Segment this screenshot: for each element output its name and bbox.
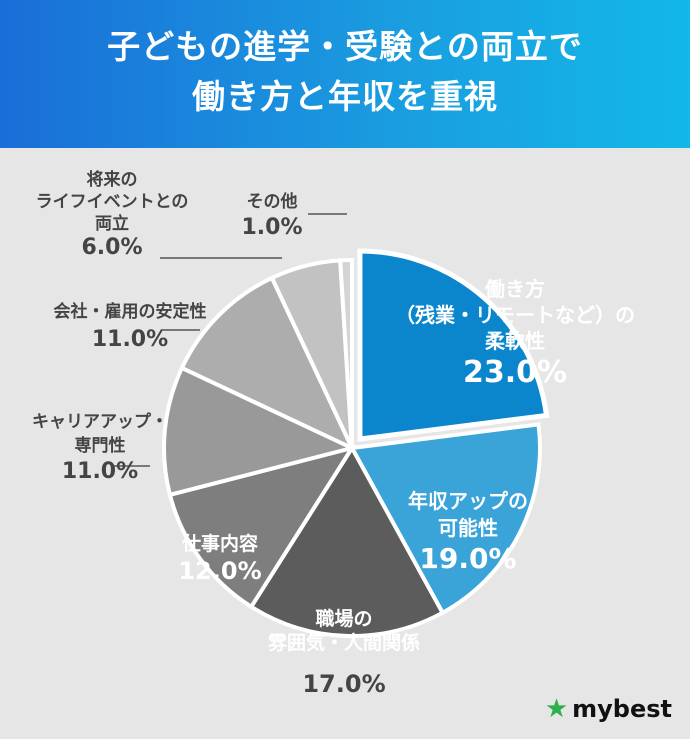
slice-label-line: 専門性 <box>75 435 126 456</box>
slice-label-line: 仕事内容 <box>181 532 258 555</box>
slice-label-line: 会社・雇用の安定性 <box>54 301 207 322</box>
slice-label-7: その他 1.0% <box>241 191 302 240</box>
slice-label-line: 職場の <box>315 607 372 630</box>
slice-label-line: 将来の <box>87 169 138 190</box>
slice-label-5: 会社・雇用の安定性 11.0% <box>54 301 207 352</box>
slice-value-label: 19.0% <box>419 542 516 575</box>
slice-label-line: 両立 <box>95 213 129 234</box>
pie-slice-5 <box>179 275 357 453</box>
pie-slice-3 <box>167 444 357 610</box>
slice-label-line: ライフイベントとの <box>36 192 189 212</box>
slice-value-label: 12.0% <box>178 557 261 585</box>
brand-name: mybest <box>572 695 672 723</box>
slice-value-label: 11.0% <box>92 327 168 352</box>
pie-slice-2 <box>248 444 446 638</box>
slice-label-line: （残業・リモートなど）の <box>395 303 635 327</box>
slice-value-label: 1.0% <box>241 215 302 240</box>
slice-label-line: 柔軟性 <box>485 329 545 353</box>
pie-slice-7 <box>338 257 354 449</box>
pie-slice-1 <box>348 422 542 616</box>
page-title: 子どもの進学・受験との両立で 働き方と年収を重視 <box>0 22 690 122</box>
pie-slice-0 <box>357 248 550 442</box>
pie-slice-4 <box>162 365 358 498</box>
slice-label-line: その他 <box>247 191 298 212</box>
slice-value-label: 11.0% <box>62 459 138 484</box>
slice-value-label: 6.0% <box>81 235 142 260</box>
slice-value-label: 17.0% <box>302 670 385 698</box>
title-line-2: 働き方と年収を重視 <box>192 77 498 116</box>
slice-label-line: 働き方 <box>484 277 545 301</box>
slice-label-line: キャリアアップ・ <box>32 411 168 432</box>
brand-logo: ★ mybest <box>545 695 672 723</box>
title-line-1: 子どもの進学・受験との両立で <box>107 27 583 66</box>
slice-label-line: 可能性 <box>438 516 498 540</box>
slice-label-line: 雰囲気・人間関係 <box>268 631 420 654</box>
slice-label-4: キャリアアップ・専門性 11.0% <box>32 411 168 484</box>
star-icon: ★ <box>544 694 569 724</box>
slice-label-line: 年収アップの <box>408 489 528 513</box>
slice-value-label: 23.0% <box>463 355 567 390</box>
header-banner: 子どもの進学・受験との両立で 働き方と年収を重視 <box>0 0 690 148</box>
